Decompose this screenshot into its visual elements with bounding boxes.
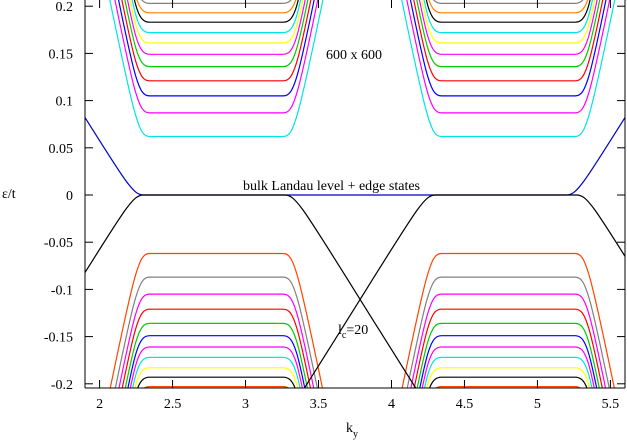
band-pos-2-1 bbox=[409, 0, 607, 97]
x-tick-label-4: 4 bbox=[388, 397, 395, 412]
band-pos-5-1 bbox=[418, 0, 598, 55]
band-pos-10-1 bbox=[432, 0, 584, 4]
band-pos-6-1 bbox=[421, 0, 596, 44]
band-pos-2-0 bbox=[117, 0, 315, 97]
band-neg-5-0 bbox=[127, 335, 306, 388]
band-neg-3-1 bbox=[413, 308, 603, 388]
x-tick-label-1: 2.5 bbox=[164, 397, 182, 412]
y-tick-label-1: -0.15 bbox=[44, 331, 73, 346]
y-tick-label-6: 0.1 bbox=[56, 95, 74, 110]
band-neg-4-0 bbox=[124, 322, 309, 388]
band-pos-10-0 bbox=[141, 0, 292, 4]
y-tick-label-3: -0.05 bbox=[44, 236, 73, 251]
lc-sub: c bbox=[342, 330, 347, 341]
band-neg-8-0 bbox=[134, 367, 299, 388]
x-axis-label-main: k bbox=[346, 421, 353, 436]
band-pos-8-1 bbox=[425, 0, 591, 23]
x-tick-label-2: 3 bbox=[242, 397, 249, 412]
y-tick-label-7: 0.15 bbox=[49, 47, 74, 62]
band-pos-7-0 bbox=[131, 0, 302, 34]
x-tick-label-0: 2 bbox=[96, 397, 103, 412]
x-axis-label: ky bbox=[346, 421, 358, 440]
band-neg-5-1 bbox=[419, 335, 598, 388]
x-tick-label-3: 3.5 bbox=[310, 397, 328, 412]
band-pos-7-1 bbox=[423, 0, 594, 34]
y-axis-label: ε/t bbox=[2, 187, 16, 202]
band-neg-10-1 bbox=[435, 386, 582, 388]
band-neg-9-1 bbox=[429, 376, 588, 388]
band-neg-1-1 bbox=[406, 276, 610, 388]
band-neg-4-1 bbox=[416, 322, 600, 388]
band-pos-3-0 bbox=[121, 0, 312, 82]
y-tick-label-0: -0.2 bbox=[51, 378, 73, 393]
band-pos-3-1 bbox=[413, 0, 604, 82]
band-neg-1-0 bbox=[114, 276, 318, 388]
center-annotation: bulk Landau level + edge states bbox=[243, 179, 420, 194]
band-neg-0-1 bbox=[401, 252, 615, 388]
y-tick-label-4: 0 bbox=[66, 189, 73, 204]
band-pos-8-0 bbox=[133, 0, 299, 23]
x-axis-label-sub: y bbox=[353, 429, 358, 440]
band-pos-5-0 bbox=[126, 0, 306, 55]
x-tick-label-7: 5.5 bbox=[602, 397, 620, 412]
ticks-layer: 2 2.5 3 3.5 4 4.5 5 5.5 -0.2 -0.15 -0.1 -0.05 0 0.05 0… bbox=[44, 0, 625, 412]
band-neg-6-0 bbox=[129, 346, 304, 388]
band-pos-9-1 bbox=[428, 0, 589, 14]
band-pos-1-1 bbox=[406, 0, 611, 114]
lc-annotation: lc=20 bbox=[338, 323, 368, 341]
x-tick-label-5: 4.5 bbox=[456, 397, 474, 412]
band-pos-0-1 bbox=[401, 0, 616, 138]
band-neg-8-1 bbox=[426, 367, 591, 388]
lc-value: =20 bbox=[346, 323, 368, 338]
zero-band-1-1 bbox=[303, 194, 625, 388]
band-neg-0-0 bbox=[109, 252, 324, 388]
band-neg-7-1 bbox=[423, 356, 593, 388]
band-neg-10-0 bbox=[143, 386, 290, 388]
band-pos-6-0 bbox=[129, 0, 304, 44]
band-neg-7-0 bbox=[131, 356, 301, 388]
band-neg-3-0 bbox=[121, 308, 312, 388]
zero-band-0 bbox=[85, 116, 625, 196]
band-pos-1-0 bbox=[114, 0, 319, 114]
band-pos-4-0 bbox=[124, 0, 309, 68]
band-pos-0-0 bbox=[109, 0, 324, 138]
band-neg-2-0 bbox=[118, 293, 315, 388]
y-tick-label-2: -0.1 bbox=[51, 283, 73, 298]
y-tick-label-8: 0.2 bbox=[56, 0, 74, 15]
size-annotation: 600 x 600 bbox=[326, 48, 382, 63]
band-pos-9-0 bbox=[136, 0, 297, 14]
band-neg-2-1 bbox=[410, 293, 607, 388]
series-layer bbox=[85, 0, 625, 431]
y-tick-label-5: 0.05 bbox=[49, 142, 74, 157]
x-tick-label-6: 5 bbox=[534, 397, 541, 412]
band-neg-9-0 bbox=[137, 376, 296, 388]
band-neg-6-1 bbox=[421, 346, 595, 388]
band-pos-4-1 bbox=[416, 0, 601, 68]
zero-band-1-0 bbox=[85, 194, 417, 388]
band-neg-11-0 bbox=[133, 395, 301, 431]
lc-main: l bbox=[338, 323, 342, 338]
band-neg-11-1 bbox=[425, 395, 593, 431]
